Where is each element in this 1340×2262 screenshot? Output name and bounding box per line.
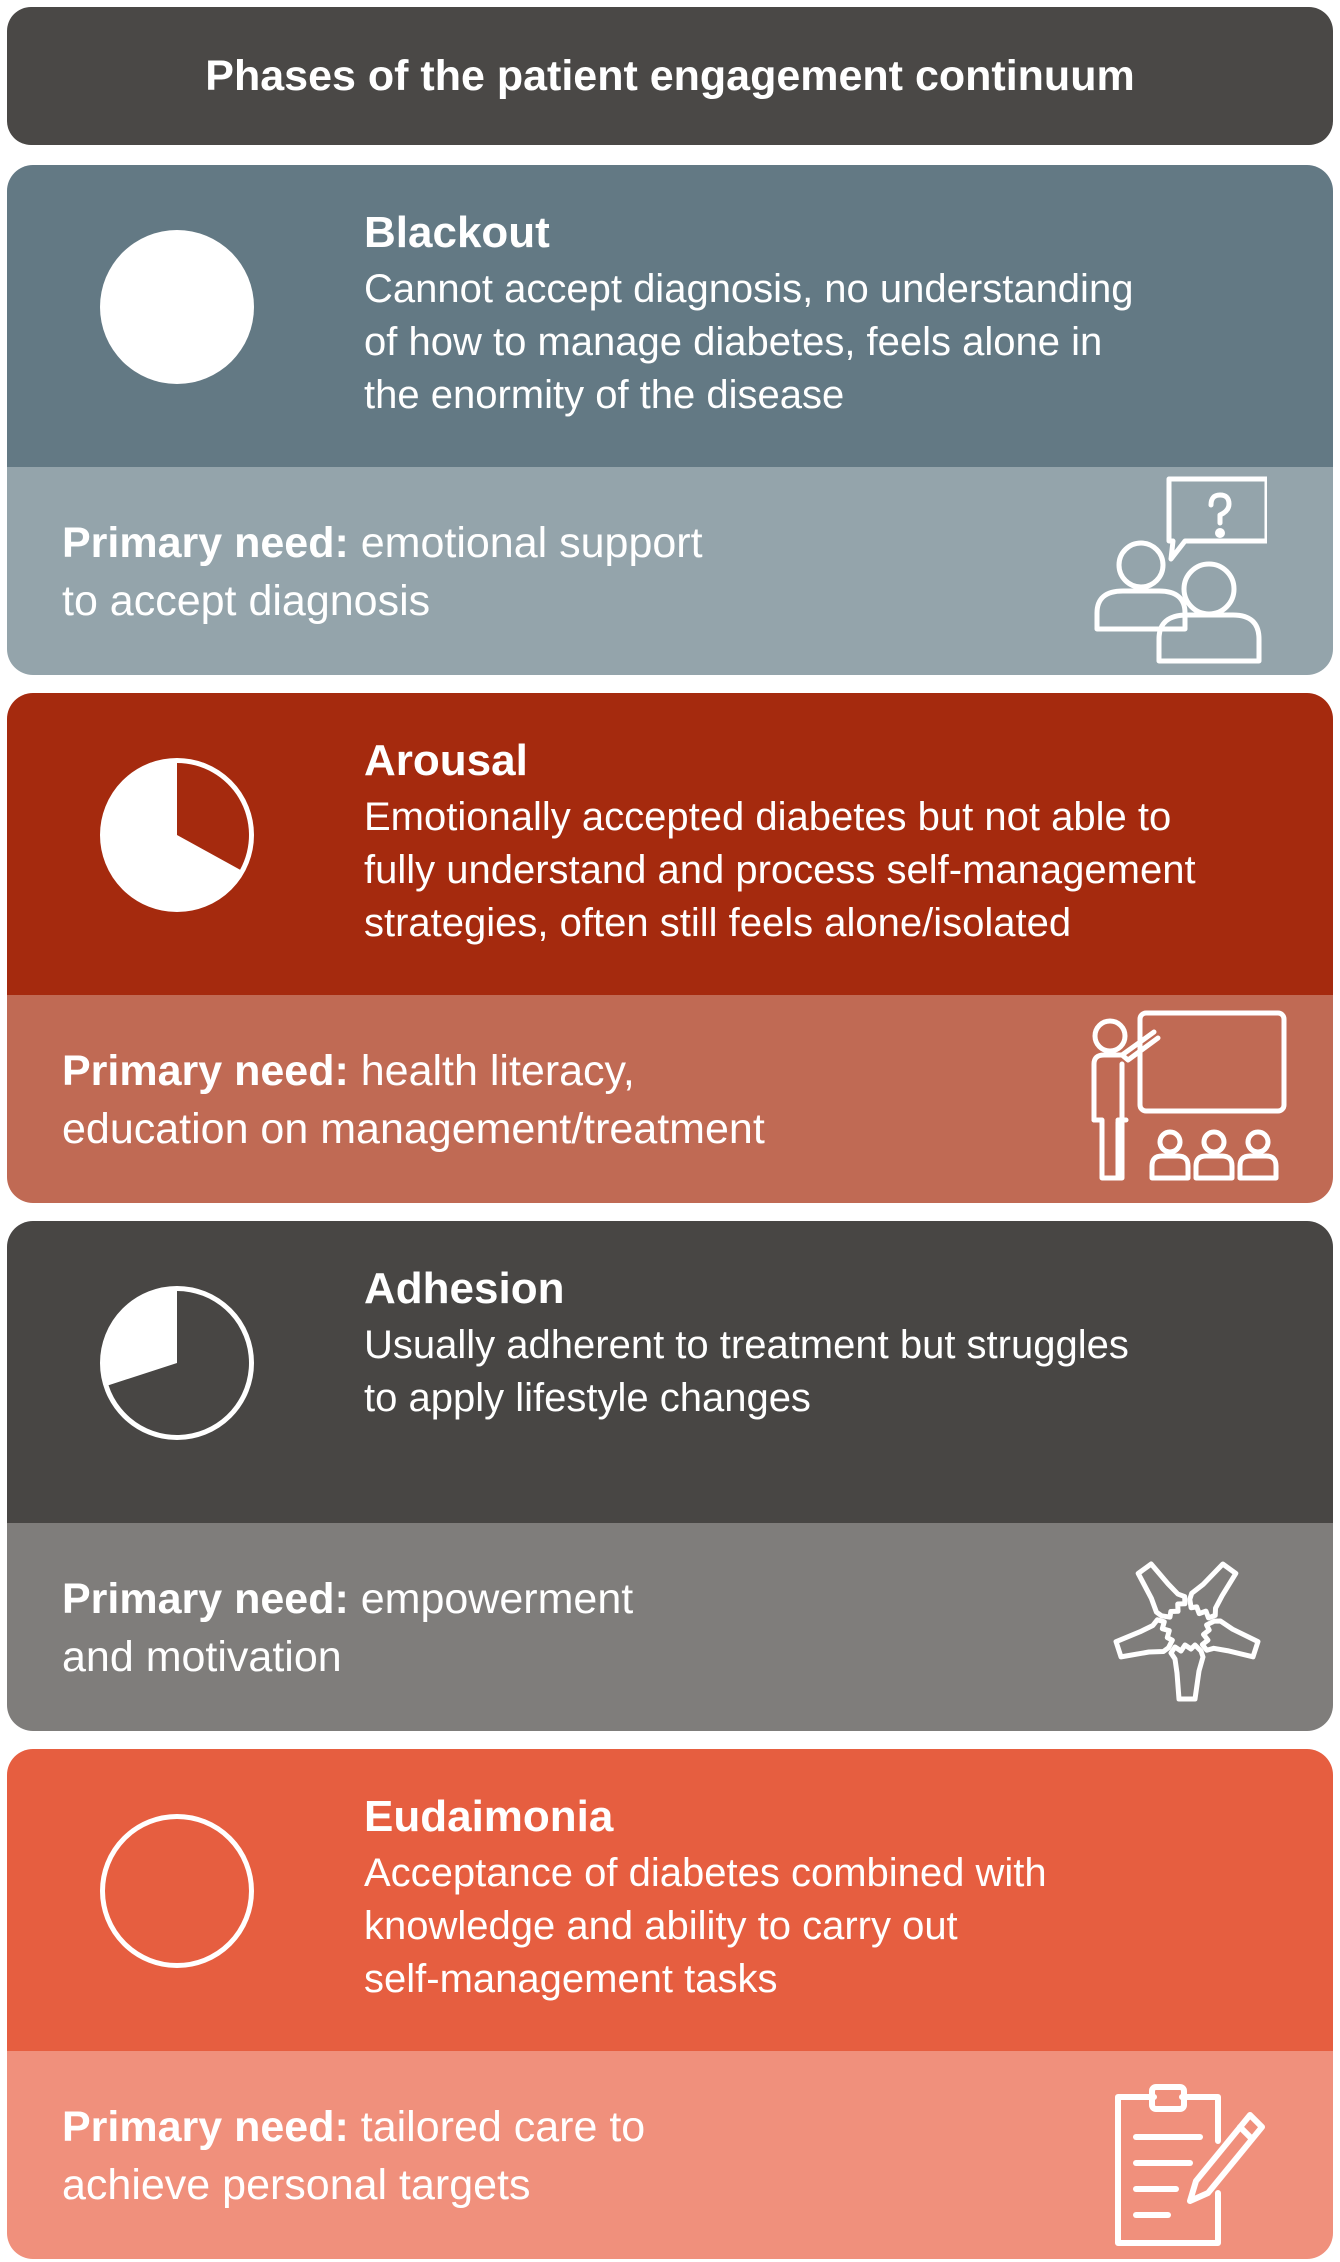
primary-need-panel: Primary need: empowerment and motivation [7,1523,1333,1731]
primary-need-line: education on management/treatment [62,1105,765,1153]
progress-unfilled-wedge [108,1291,249,1435]
primary-need-text: Primary need: health literacy, education … [62,1042,962,1158]
primary-need-text: Primary need: empowerment and motivation [62,1570,962,1686]
progress-ring [100,1814,254,1968]
phase-card-eudaimonia: Eudaimonia Acceptance of diabetes combin… [7,1749,1333,2259]
description-line: knowledge and ability to carry out [364,1904,958,1948]
progress-circle-icon [100,230,254,384]
phase-header: Arousal Emotionally accepted diabetes bu… [7,693,1333,995]
primary-need-panel: Primary need: tailored care to achieve pe… [7,2051,1333,2259]
phase-name: Adhesion [364,1264,565,1313]
primary-need-line: to accept diagnosis [62,577,431,625]
description-line: Emotionally accepted diabetes but not ab… [364,795,1172,839]
progress-unfilled-wedge [177,763,249,870]
phase-header: Eudaimonia Acceptance of diabetes combin… [7,1749,1333,2051]
primary-need-panel: Primary need: health literacy, education … [7,995,1333,1203]
description-line: self-management tasks [364,1957,778,2001]
primary-need-line: emotional support [348,519,703,567]
description-line: fully understand and process self-manage… [364,848,1196,892]
phase-description: Usually adherent to treatment but strugg… [364,1319,1314,1425]
primary-need-line: empowerment [348,1575,634,1623]
phase-name: Eudaimonia [364,1792,614,1841]
primary-need-line: tailored care to [348,2103,646,2151]
description-line: strategies, often still feels alone/isol… [364,901,1072,945]
description-line: the enormity of the disease [364,373,845,417]
progress-circle-icon [100,758,254,912]
phase-card-adhesion: Adhesion Usually adherent to treatment b… [7,1221,1333,1731]
phase-description: Cannot accept diagnosis, no understandin… [364,263,1314,422]
phase-card-arousal: Arousal Emotionally accepted diabetes bu… [7,693,1333,1203]
phase-header: Adhesion Usually adherent to treatment b… [7,1221,1333,1523]
joined-hands-icon [1113,1561,1261,1702]
description-line: of how to manage diabetes, feels alone i… [364,320,1103,364]
primary-need-line: and motivation [62,1633,342,1681]
page-title: Phases of the patient engagement continu… [7,7,1333,145]
primary-need-line: achieve personal targets [62,2161,531,2209]
primary-need-line: health literacy, [348,1047,635,1095]
description-line: Usually adherent to treatment but strugg… [364,1323,1129,1367]
progress-circle-icon [100,1814,254,1968]
primary-need-label: Primary need: [62,1575,349,1623]
primary-need-text: Primary need: tailored care to achieve pe… [62,2098,962,2214]
primary-need-label: Primary need: [62,2103,349,2151]
phase-name: Arousal [364,736,528,785]
phase-header: Blackout Cannot accept diagnosis, no und… [7,165,1333,467]
teacher-presentation-icon [1091,1010,1287,1181]
primary-need-panel: Primary need: emotional support to accept… [7,467,1333,675]
phase-card-blackout: Blackout Cannot accept diagnosis, no und… [7,165,1333,675]
primary-need-label: Primary need: [62,1047,349,1095]
clipboard-pencil-icon [1115,2084,1265,2246]
progress-fill [100,230,254,384]
description-line: Cannot accept diagnosis, no understandin… [364,267,1134,311]
primary-need-text: Primary need: emotional support to accept… [62,514,962,630]
phase-description: Acceptance of diabetes combined with know… [364,1847,1314,2006]
primary-need-label: Primary need: [62,519,349,567]
progress-circle-icon [100,1286,254,1440]
description-line: Acceptance of diabetes combined with [364,1851,1047,1895]
counseling-speech-question-icon [1094,476,1267,664]
phase-name: Blackout [364,208,550,257]
phase-description: Emotionally accepted diabetes but not ab… [364,791,1314,950]
description-line: to apply lifestyle changes [364,1376,811,1420]
